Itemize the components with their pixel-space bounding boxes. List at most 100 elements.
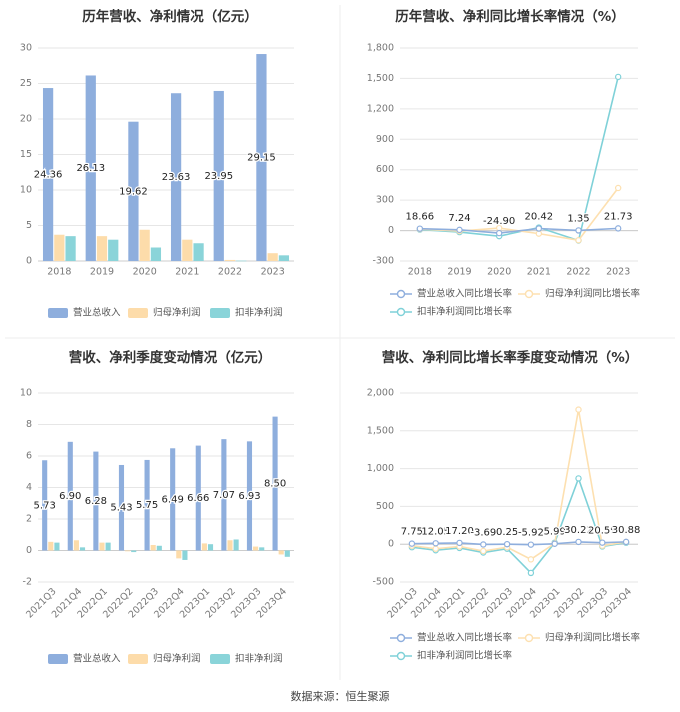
data-label: 19.62 — [119, 186, 148, 197]
data-label: 29.15 — [247, 153, 276, 164]
data-label: 5.73 — [34, 500, 56, 511]
bar-deducted-profit — [65, 236, 76, 261]
data-point — [551, 540, 558, 547]
y-tick-label: 15 — [20, 149, 32, 160]
legend-swatch — [210, 308, 230, 318]
data-point — [599, 539, 606, 546]
bar-deducted-profit — [105, 542, 111, 551]
legend-swatch — [128, 654, 148, 664]
bar-net-profit — [278, 550, 284, 555]
data-label: 23.95 — [204, 171, 233, 182]
x-tick-label: 2020 — [133, 267, 157, 278]
series-line-deducted-profit — [419, 76, 619, 242]
bar-deducted-profit — [233, 539, 239, 551]
chart-title: 历年营收、净利同比增长率情况（%） — [395, 8, 625, 25]
y-tick-label: 1,200 — [367, 103, 394, 114]
y-tick-label: 1,500 — [367, 73, 394, 84]
bar-revenue — [144, 459, 150, 551]
data-point — [575, 406, 582, 413]
bar-revenue — [221, 439, 227, 551]
y-tick-label: 1,000 — [367, 463, 394, 474]
bar-deducted-profit — [182, 550, 188, 560]
bar-revenue — [128, 121, 139, 261]
data-source: 数据来源：恒生聚源 — [291, 689, 390, 703]
legend-label: 扣非净利润 — [235, 307, 283, 319]
x-tick-label: 2018 — [408, 267, 432, 278]
legend-swatch — [48, 308, 68, 318]
data-point — [622, 538, 630, 546]
legend-marker — [396, 633, 406, 643]
bar-deducted-profit — [131, 550, 137, 553]
data-point — [575, 227, 582, 234]
legend-marker — [396, 289, 406, 299]
bar-deducted-profit — [278, 255, 290, 261]
y-tick-label: 6 — [26, 451, 32, 462]
y-tick-label: 1,500 — [367, 425, 394, 436]
legend-label: 归母净利润 — [153, 653, 201, 665]
legend-marker — [396, 651, 406, 661]
bar-net-profit — [99, 542, 105, 551]
data-point — [408, 540, 416, 547]
x-tick-label: 2021 — [527, 267, 551, 278]
x-tick-label: 2022 — [218, 267, 242, 278]
bar-net-profit — [96, 236, 108, 261]
legend-label: 营业总收入同比增长率 — [417, 632, 513, 644]
y-tick-label: -300 — [372, 256, 394, 267]
bar-net-profit — [150, 544, 156, 551]
data-label: 17.20 — [445, 526, 474, 537]
legend-label: 营业总收入 — [73, 307, 121, 319]
y-tick-label: 0 — [26, 545, 32, 556]
legend-swatch — [48, 654, 68, 664]
data-point — [456, 539, 463, 547]
chart-title: 历年营收、净利情况（亿元） — [82, 8, 258, 25]
bar-net-profit — [54, 234, 65, 261]
y-tick-label: 1,800 — [367, 43, 394, 54]
x-tick-label: 2023 — [261, 267, 285, 278]
data-label: 23.63 — [162, 172, 191, 183]
y-tick-label: 0 — [388, 539, 394, 550]
y-tick-label: 900 — [376, 134, 394, 145]
data-label: 30.22 — [564, 525, 593, 536]
y-tick-label: 600 — [376, 164, 394, 175]
bar-revenue — [256, 54, 267, 261]
bar-revenue — [85, 75, 96, 262]
chart-1: 历年营收、净利情况（亿元） 0 5 10 15 20 25 30 2018 2019 2020 202… — [20, 8, 294, 319]
legend-marker — [524, 633, 534, 643]
y-tick-label: 0 — [388, 225, 394, 236]
data-point — [527, 541, 535, 548]
legend-marker — [524, 289, 534, 299]
data-point — [503, 540, 511, 548]
bar-net-profit — [227, 540, 233, 551]
data-label: 6.49 — [162, 494, 184, 505]
data-label: 30.88 — [612, 525, 641, 536]
legend-swatch — [210, 654, 230, 664]
bar-revenue — [170, 93, 182, 262]
data-label: 6.90 — [59, 491, 81, 502]
chart-4: 营收、净利同比增长率季度变动情况（%） -500 0 500 1,000 1,500 2,0… — [367, 349, 642, 662]
data-label: 7.07 — [213, 490, 235, 501]
legend-label: 归母净利润 — [153, 307, 201, 319]
chart-2: 历年营收、净利同比增长率情况（%） -300 0 300 600 900 1,200 1,50… — [367, 8, 641, 318]
legend-marker — [396, 307, 406, 317]
legend-label: 扣非净利润同比增长率 — [417, 650, 513, 662]
legend-label: 归母净利润同比增长率 — [545, 288, 641, 300]
data-label: 5.75 — [136, 500, 158, 511]
y-tick-label: 300 — [376, 195, 394, 206]
data-label: 8.50 — [264, 479, 286, 490]
data-point — [614, 73, 622, 81]
bar-net-profit — [139, 229, 150, 261]
bar-net-profit — [73, 540, 79, 551]
bar-deducted-profit — [284, 550, 290, 557]
bar-deducted-profit — [236, 260, 247, 262]
data-point — [575, 237, 582, 244]
bar-deducted-profit — [150, 247, 162, 261]
y-tick-label: 25 — [20, 78, 32, 89]
chart-title: 营收、净利同比增长率季度变动情况（%） — [382, 349, 639, 366]
data-point — [527, 556, 535, 563]
bar-deducted-profit — [108, 239, 119, 261]
bar-revenue — [170, 448, 176, 551]
bar-net-profit — [125, 550, 131, 552]
y-tick-label: 20 — [20, 114, 32, 125]
data-label: 20.59 — [588, 526, 617, 537]
